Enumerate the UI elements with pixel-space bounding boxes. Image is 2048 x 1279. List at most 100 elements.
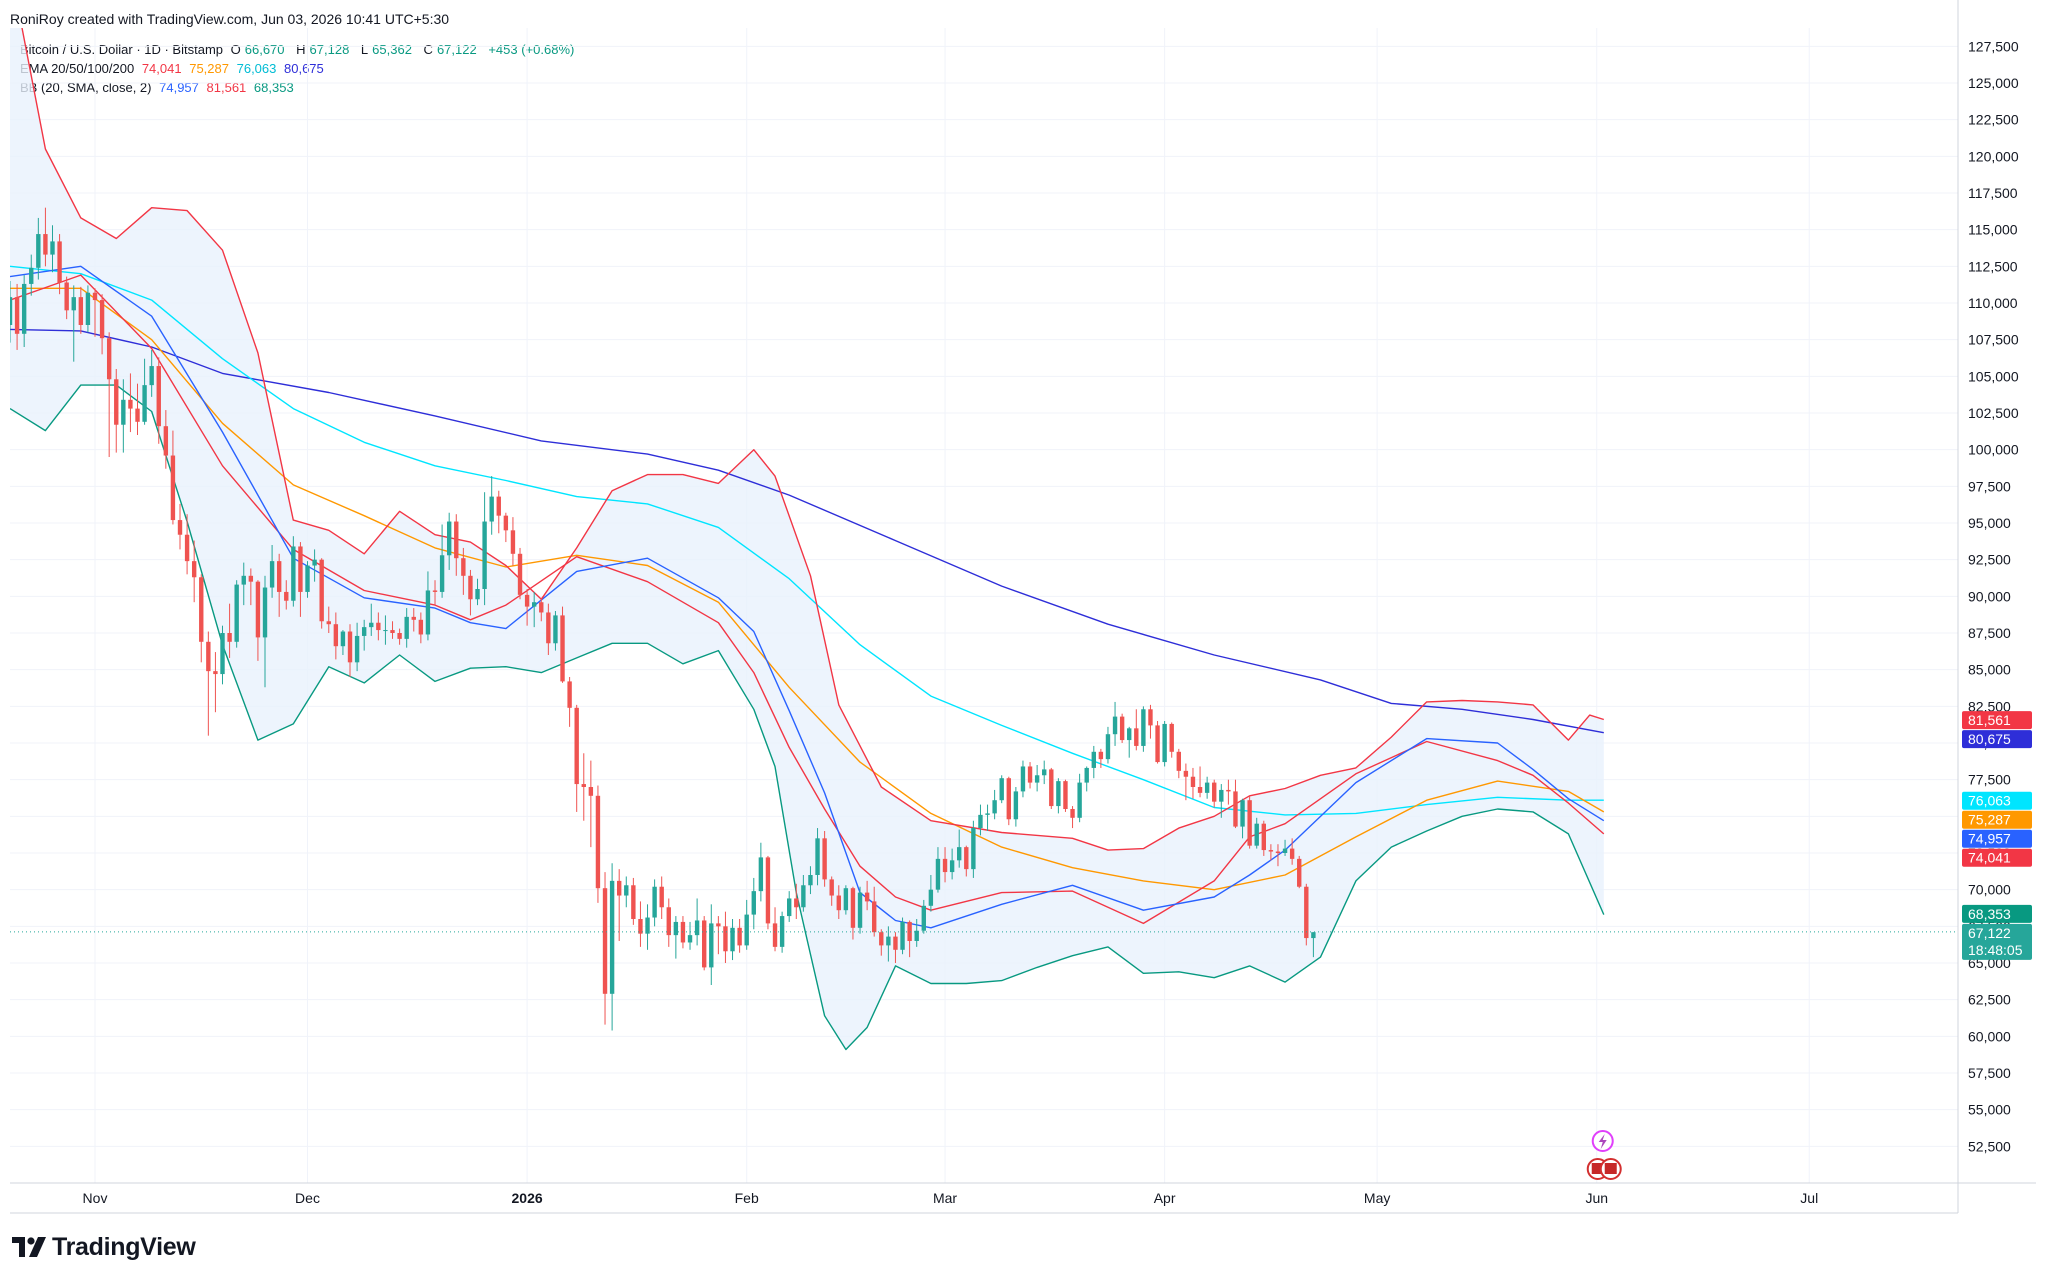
candle [1098, 748, 1104, 768]
candle-body [588, 787, 594, 796]
candle [1162, 721, 1167, 767]
candle-body [319, 559, 324, 622]
price-tick-label: 127,500 [1968, 38, 2019, 54]
candle [772, 907, 778, 952]
candle [10, 281, 13, 343]
candle-body [269, 561, 275, 588]
candle [574, 704, 579, 812]
candle [114, 369, 119, 453]
candle [106, 332, 112, 457]
candle-body [361, 627, 367, 636]
candle-body [616, 880, 622, 896]
legend-ema-row[interactable]: EMA 20/50/100/200 74,041 75,287 76,063 8… [20, 59, 578, 78]
candle-body [1077, 782, 1082, 818]
candle-body [1112, 716, 1118, 735]
candle-body [1183, 770, 1189, 777]
candle [21, 275, 27, 347]
candle-body [1190, 776, 1196, 787]
candle-body [1042, 769, 1047, 776]
candle-body [1297, 858, 1302, 887]
price-chart[interactable]: 52,50055,00057,50060,00062,50065,00067,5… [0, 0, 2048, 1220]
candle-body [949, 860, 955, 873]
candle [616, 869, 622, 941]
candle [1226, 779, 1231, 805]
price-tag: 76,063 [1962, 791, 2032, 810]
price-tag-bg [1962, 791, 2032, 810]
candle-body [864, 892, 870, 902]
candle-body [425, 590, 431, 635]
candle-body [652, 886, 657, 918]
candle-body [276, 561, 282, 592]
candle [1254, 817, 1259, 849]
price-tags: 81,561 80,675 76,063 75,287 74,957 74,041 68,3… [1962, 711, 2032, 960]
candle [64, 276, 69, 320]
candle [758, 842, 764, 902]
candle-body [985, 813, 990, 815]
candle [284, 580, 289, 610]
candle-body [461, 558, 466, 576]
price-tag-label: 68,353 [1968, 906, 2011, 922]
candle-body [489, 496, 494, 522]
candle-body [376, 622, 381, 631]
candle [255, 580, 261, 661]
candle [1311, 932, 1316, 958]
legend-low: L 65,362 [360, 42, 412, 57]
candle-body [574, 707, 579, 785]
candle-body [560, 615, 565, 682]
candle-body [857, 892, 863, 928]
candle-body [92, 292, 98, 301]
candle-body [1119, 716, 1125, 741]
candle [567, 677, 572, 727]
candle [404, 608, 409, 648]
price-tick-label: 60,000 [1968, 1028, 2011, 1044]
price-tick-label: 105,000 [1968, 368, 2019, 384]
candle [163, 410, 169, 469]
candle-body [942, 858, 948, 873]
candle [1141, 706, 1146, 752]
candle [560, 606, 565, 683]
candle [411, 608, 416, 632]
ema50-line [10, 287, 1605, 891]
candle [659, 876, 664, 919]
candle-body [333, 624, 339, 647]
candle-body [638, 919, 643, 934]
price-tick-label: 87,500 [1968, 625, 2011, 641]
ema200-line [10, 328, 1604, 734]
candle [638, 901, 643, 947]
tradingview-logo[interactable]: TradingView [12, 1232, 196, 1262]
candle-body [921, 905, 926, 931]
legend-symbol: Bitcoin / U.S. Dollar · 1D · Bitstamp [20, 42, 223, 57]
candle [531, 591, 537, 628]
candle [1275, 844, 1281, 867]
legend-bb-row[interactable]: BB (20, SMA, close, 2) 74,957 81,561 68,… [20, 78, 578, 97]
candle [496, 490, 501, 534]
candle-body [354, 635, 360, 663]
candle [1247, 795, 1252, 849]
candle [206, 631, 211, 736]
candle [177, 503, 183, 550]
candle [312, 549, 317, 582]
price-tag-label: 75,287 [1968, 812, 2011, 828]
candle-body [227, 633, 232, 642]
candle [1297, 855, 1302, 889]
candle-body [758, 857, 764, 892]
candle [1119, 713, 1125, 743]
price-tick-label: 112,500 [1968, 258, 2018, 274]
candle-body [1275, 851, 1281, 853]
time-axis: Nov Dec 2026 Feb Mar Apr May Jun Jul [83, 1190, 1819, 1206]
candle-body [439, 555, 445, 592]
candle-body [907, 921, 912, 941]
candle-body [702, 920, 707, 968]
candle-body [815, 838, 820, 875]
time-tick-label: Jun [1585, 1190, 1608, 1206]
legend-change: +453 (+0.68%) [488, 42, 575, 57]
candle [1204, 776, 1210, 799]
time-tick-label: Apr [1154, 1190, 1176, 1206]
candle [1042, 760, 1047, 785]
candle [985, 804, 990, 831]
candle-body [50, 241, 55, 255]
countdown-label: 18:48:05 [1968, 942, 2023, 958]
candle-body [114, 379, 119, 425]
candle-body [801, 885, 806, 908]
